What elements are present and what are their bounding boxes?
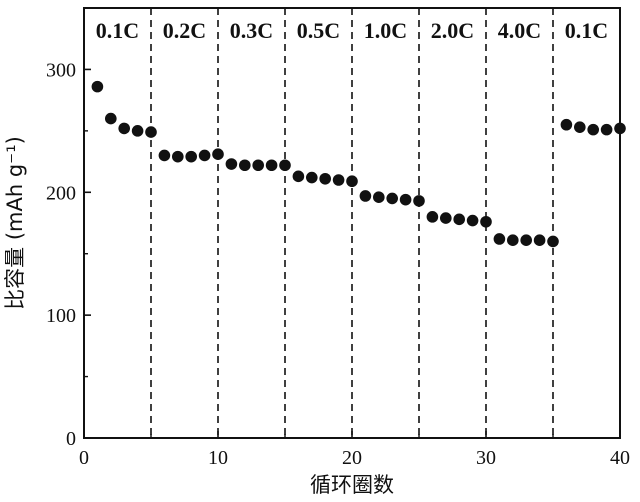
data-point (185, 150, 197, 163)
rate-label: 1.0C (364, 18, 407, 43)
data-point (279, 159, 291, 172)
data-point (466, 214, 479, 227)
data-point (332, 174, 345, 186)
data-point (145, 126, 157, 138)
data-point (105, 112, 117, 125)
data-point (319, 172, 332, 185)
data-point (265, 159, 278, 172)
y-axis: 0 100 200 300 (46, 59, 91, 450)
rate-label: 0.3C (230, 18, 273, 43)
y-tick-label: 300 (46, 59, 76, 81)
data-point (359, 190, 372, 202)
data-point (373, 191, 385, 203)
data-point (520, 234, 532, 246)
data-point (172, 150, 184, 163)
data-point (426, 211, 439, 223)
x-tick-label: 10 (208, 447, 228, 469)
data-points (91, 80, 626, 248)
data-point (493, 233, 506, 245)
y-axis-title: 比容量 (mAh g⁻¹) (3, 136, 27, 310)
data-point (91, 80, 104, 93)
data-point (198, 149, 211, 162)
x-tick-label: 0 (79, 447, 89, 469)
y-tick-label: 200 (46, 182, 76, 204)
data-point (158, 149, 171, 162)
data-point (547, 235, 559, 248)
rate-separators (150, 8, 554, 438)
rate-label: 4.0C (498, 18, 541, 43)
data-point (346, 175, 358, 188)
data-point (533, 234, 546, 246)
data-point (252, 159, 264, 172)
data-point (574, 121, 586, 133)
rate-labels: 0.1C 0.2C 0.3C 0.5C 1.0C 2.0C 4.0C 0.1C (96, 18, 608, 43)
data-point (440, 212, 452, 224)
data-point (399, 193, 412, 206)
data-point (413, 195, 425, 207)
rate-label: 2.0C (431, 18, 474, 43)
data-point (453, 213, 466, 226)
data-point (131, 125, 144, 137)
x-axis-title: 循环圈数 (310, 473, 394, 497)
x-tick-label: 30 (476, 447, 496, 469)
rate-label: 0.1C (96, 18, 139, 43)
rate-label: 0.2C (163, 18, 206, 43)
rate-label: 0.5C (297, 18, 340, 43)
y-tick-label: 0 (66, 428, 76, 450)
data-point (560, 118, 573, 131)
x-axis: 0 10 20 30 40 (79, 431, 630, 469)
data-point (292, 170, 305, 183)
data-point (239, 159, 251, 172)
data-point (118, 122, 130, 135)
x-tick-label: 20 (342, 447, 362, 469)
x-tick-label: 40 (610, 447, 630, 469)
data-point (386, 192, 399, 205)
data-point (225, 158, 238, 170)
data-point (587, 123, 599, 136)
data-point (212, 148, 224, 160)
data-point (600, 123, 613, 136)
data-point (480, 215, 492, 228)
y-tick-label: 100 (46, 305, 76, 327)
rate-label: 0.1C (565, 18, 608, 43)
data-point (507, 234, 519, 246)
data-point (306, 171, 318, 184)
